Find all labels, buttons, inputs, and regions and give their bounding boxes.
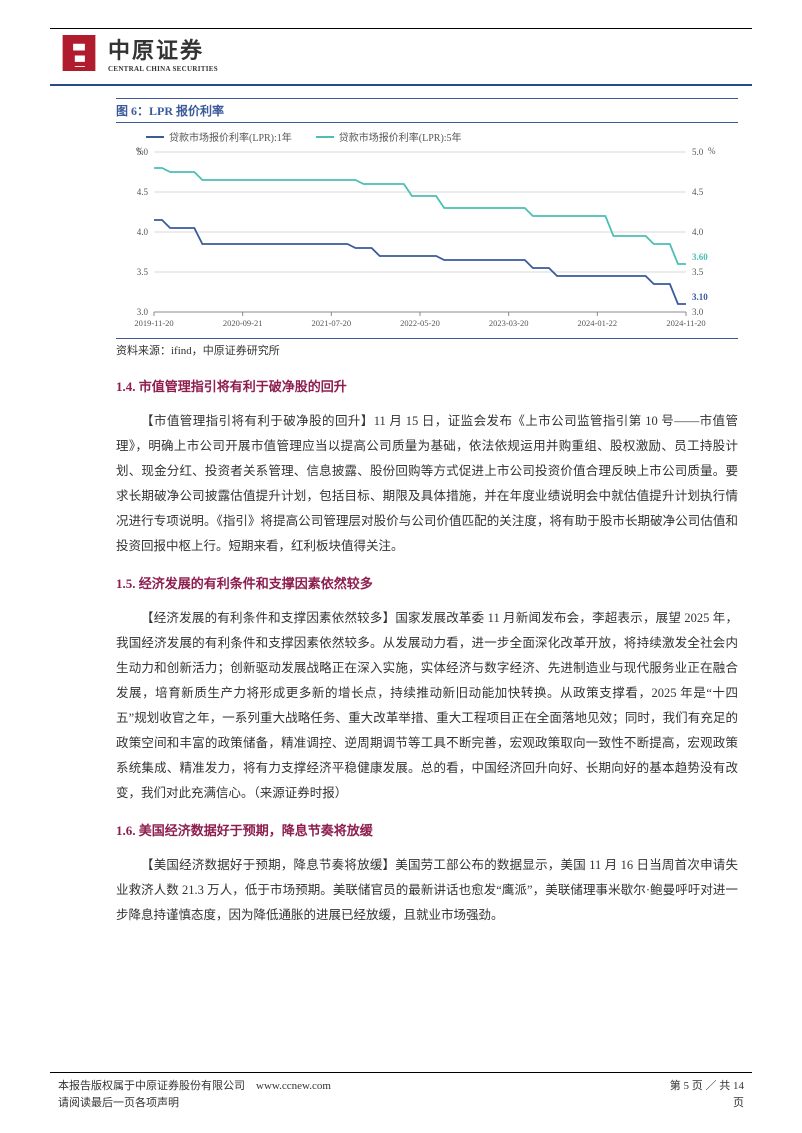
paragraph: 【市值管理指引将有利于破净股的回升】11 月 15 日，证监会发布《上市公司监管… <box>116 409 738 559</box>
svg-text:2020-09-21: 2020-09-21 <box>223 318 263 328</box>
svg-text:2023-03-20: 2023-03-20 <box>489 318 529 328</box>
svg-text:2024-01-22: 2024-01-22 <box>577 318 617 328</box>
paragraph: 【经济发展的有利条件和支撑因素依然较多】国家发展改革委 11 月新闻发布会，李超… <box>116 606 738 806</box>
svg-text:5.0: 5.0 <box>692 147 704 157</box>
chart-svg: 3.03.03.53.54.04.04.54.55.05.0%%2019-11-… <box>116 146 736 336</box>
page-content: 图 6：LPR 报价利率 贷款市场报价利率(LPR):1年贷款市场报价利率(LP… <box>116 98 738 942</box>
svg-text:4.5: 4.5 <box>137 187 149 197</box>
page-number: 第 5 页 ／ 共 14 <box>670 1078 744 1096</box>
logo-chinese-text: 中原证券 <box>108 33 218 65</box>
svg-text:2024-11-20: 2024-11-20 <box>666 318 705 328</box>
company-logo-icon <box>58 32 100 74</box>
section-heading: 1.5. 经济发展的有利条件和支撑因素依然较多 <box>116 573 738 592</box>
legend-item: 贷款市场报价利率(LPR):5年 <box>316 129 462 144</box>
svg-text:4.5: 4.5 <box>692 187 704 197</box>
paragraph: 【美国经济数据好于预期，降息节奏将放缓】美国劳工部公布的数据显示，美国 11 月… <box>116 853 738 928</box>
page-footer: 本报告版权属于中原证券股份有限公司 www.ccnew.com 请阅读最后一页各… <box>58 1078 744 1113</box>
header-divider <box>50 84 752 86</box>
svg-text:3.5: 3.5 <box>137 267 149 277</box>
svg-text:3.60: 3.60 <box>692 252 708 262</box>
svg-text:2019-11-20: 2019-11-20 <box>134 318 173 328</box>
legend-item: 贷款市场报价利率(LPR):1年 <box>146 129 292 144</box>
page-suffix: 页 <box>670 1095 744 1113</box>
chart-legend: 贷款市场报价利率(LPR):1年 贷款市场报价利率(LPR):5年 <box>146 129 738 144</box>
svg-text:3.5: 3.5 <box>692 267 704 277</box>
lpr-chart: 贷款市场报价利率(LPR):1年 贷款市场报价利率(LPR):5年 3.0 3.0 3… <box>116 129 738 339</box>
figure-caption: 图 6：LPR 报价利率 <box>116 98 738 123</box>
section-heading: 1.4. 市值管理指引将有利于破净股的回升 <box>116 376 738 395</box>
svg-text:3.0: 3.0 <box>137 307 149 317</box>
svg-text:2021-07-20: 2021-07-20 <box>311 318 351 328</box>
svg-text:%: % <box>136 146 144 156</box>
section-heading: 1.6. 美国经济数据好于预期，降息节奏将放缓 <box>116 820 738 839</box>
sections-container: 1.4. 市值管理指引将有利于破净股的回升【市值管理指引将有利于破净股的回升】1… <box>116 376 738 928</box>
svg-text:3.10: 3.10 <box>692 292 708 302</box>
svg-text:4.0: 4.0 <box>692 227 704 237</box>
svg-text:4.0: 4.0 <box>137 227 149 237</box>
svg-text:2022-05-20: 2022-05-20 <box>400 318 440 328</box>
footer-disclaimer: 请阅读最后一页各项声明 <box>58 1095 331 1113</box>
report-header: 中原证券 CENTRAL CHINA SECURITIES <box>58 32 218 74</box>
svg-text:3.0: 3.0 <box>692 307 704 317</box>
logo-english-text: CENTRAL CHINA SECURITIES <box>108 65 218 73</box>
figure-source: 资料来源：ifind，中原证券研究所 <box>116 342 738 358</box>
svg-text:%: % <box>708 146 716 156</box>
footer-copyright: 本报告版权属于中原证券股份有限公司 www.ccnew.com <box>58 1078 331 1096</box>
